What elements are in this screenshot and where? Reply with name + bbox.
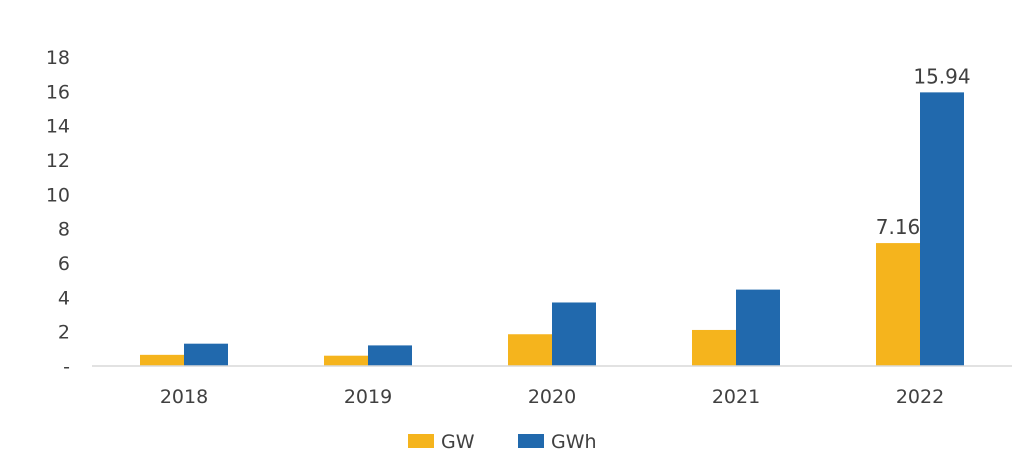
bar-gw-2019	[324, 355, 368, 366]
bar-gwh-2018	[184, 343, 228, 366]
y-tick-label: 14	[46, 116, 70, 138]
bar-gwh-2021	[736, 289, 780, 366]
y-tick-label: 12	[46, 150, 70, 172]
bar-gwh-2020	[552, 302, 596, 366]
x-tick-label: 2019	[344, 386, 392, 408]
y-tick-label: 8	[58, 219, 70, 241]
y-tick-label: 4	[58, 287, 70, 309]
bar-gw-2020	[508, 334, 552, 366]
legend-swatch-gwh	[518, 434, 544, 448]
bars-group	[140, 92, 964, 366]
y-tick-label: 16	[46, 81, 70, 103]
y-tick-label: 6	[58, 253, 70, 275]
y-tick-label: 2	[58, 322, 70, 344]
legend: GW GWh	[408, 431, 597, 453]
x-tick-label: 2020	[528, 386, 576, 408]
y-tick-label: 18	[46, 47, 70, 69]
data-label: 7.16	[876, 215, 921, 239]
x-tick-label: 2021	[712, 386, 760, 408]
legend-swatch-gw	[408, 434, 434, 448]
y-axis-ticks: - 2 4 6 8 10 12 14 16 18	[46, 47, 70, 378]
legend-label-gw: GW	[441, 431, 475, 453]
data-labels-group: 7.16 15.94	[876, 64, 971, 239]
bar-gwh-2019	[368, 345, 412, 366]
bar-gw-2021	[692, 329, 736, 366]
legend-label-gwh: GWh	[551, 431, 597, 453]
x-axis-ticks: 2018 2019 2020 2021 2022	[160, 386, 944, 408]
bar-gw-2018	[140, 354, 184, 366]
y-tick-label: 10	[46, 184, 70, 206]
bar-gw-2022	[876, 243, 920, 366]
data-label: 15.94	[913, 64, 970, 88]
y-tick-label: -	[63, 356, 70, 378]
x-tick-label: 2022	[896, 386, 944, 408]
x-tick-label: 2018	[160, 386, 208, 408]
bar-gwh-2022	[920, 92, 964, 366]
